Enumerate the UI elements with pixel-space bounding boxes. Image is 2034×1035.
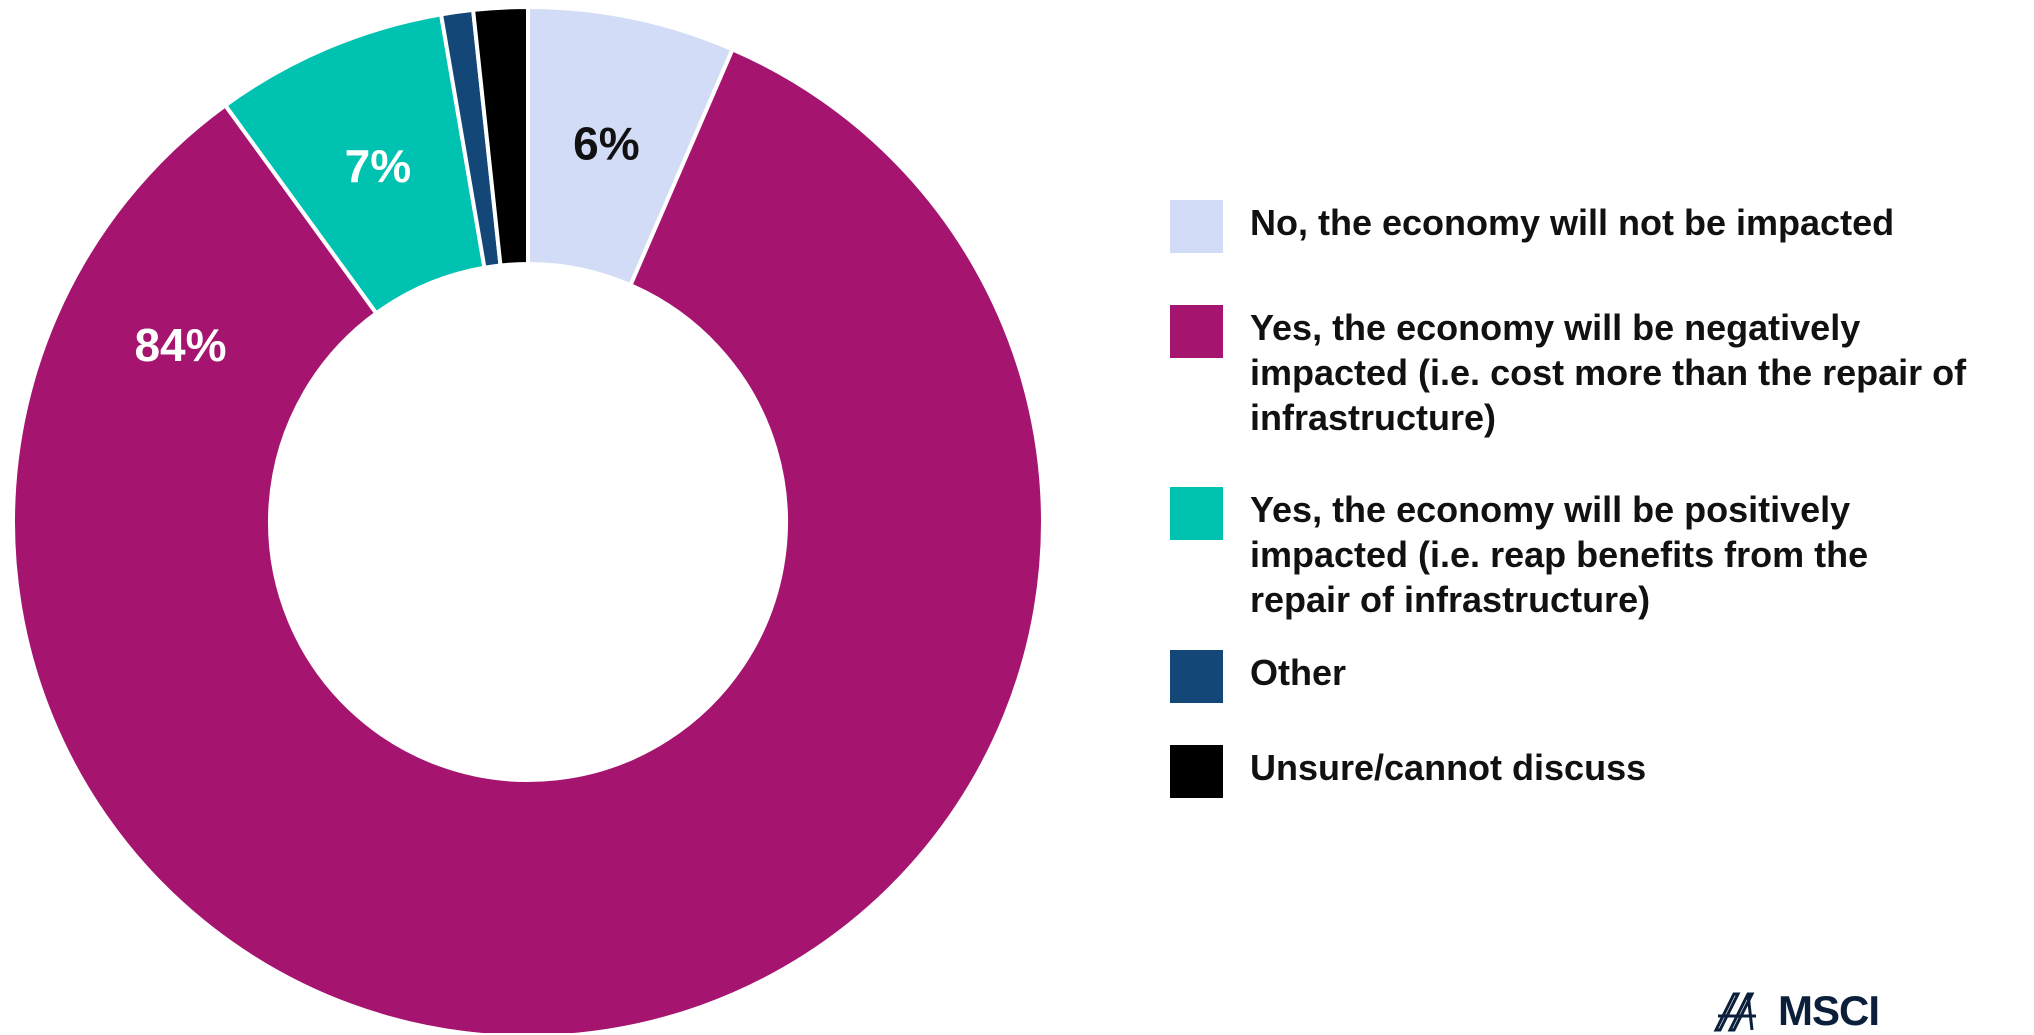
legend-label: Yes, the economy will be negatively impac… bbox=[1250, 305, 2030, 440]
legend-label-line: impacted (i.e. reap benefits from the bbox=[1250, 534, 1869, 575]
legend-swatch bbox=[1170, 200, 1223, 253]
donut-chart: 6% 84% 7% bbox=[11, 4, 1045, 1033]
legend-swatch bbox=[1170, 305, 1223, 358]
legend-label-line: repair of infrastructure) bbox=[1250, 579, 1651, 620]
logo-text: MSCI bbox=[1778, 986, 1880, 1034]
legend-label-line: impacted (i.e. cost more than the repair… bbox=[1250, 352, 1967, 393]
legend-swatch bbox=[1170, 745, 1223, 798]
slice-data-label: 7% bbox=[345, 140, 411, 192]
legend-label-line: Yes, the economy will be negatively bbox=[1250, 307, 1861, 348]
legend-label-line: Other bbox=[1250, 652, 1347, 693]
legend-label: No, the economy will not be impacted bbox=[1250, 200, 2030, 245]
msci-logo-icon bbox=[1713, 992, 1756, 1031]
legend-swatch bbox=[1170, 650, 1223, 703]
donut-slice bbox=[11, 46, 1045, 1033]
legend-label-line: infrastructure) bbox=[1250, 397, 1497, 438]
legend-label-line: Yes, the economy will be positively bbox=[1250, 489, 1851, 530]
legend-label: Other bbox=[1250, 650, 2030, 695]
slice-data-label: 6% bbox=[573, 118, 639, 170]
legend-label-line: Unsure/cannot discuss bbox=[1250, 747, 1647, 788]
legend-label: Yes, the economy will be positively impac… bbox=[1250, 487, 2030, 622]
donut-slice bbox=[470, 4, 530, 268]
msci-logo: MSCI bbox=[1712, 986, 1880, 1034]
legend-label: Unsure/cannot discuss bbox=[1250, 745, 2030, 790]
slice-data-label: 84% bbox=[134, 319, 226, 371]
legend-swatch bbox=[1170, 487, 1223, 540]
legend-label-line: No, the economy will not be impacted bbox=[1250, 202, 1895, 243]
